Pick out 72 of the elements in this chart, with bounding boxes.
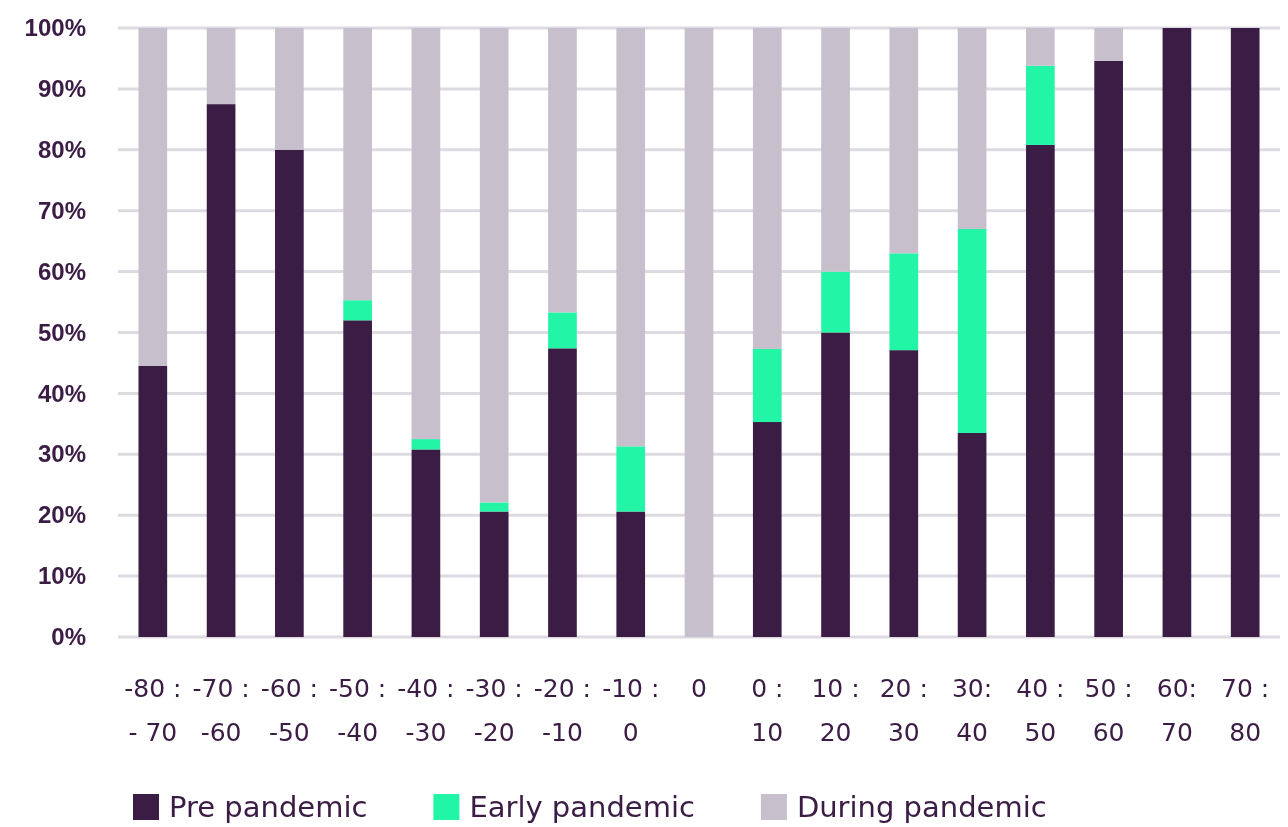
y-tick-label: 10%: [37, 562, 86, 590]
x-tick-label: -60 : -50: [260, 674, 318, 747]
x-tick-label: 10 : 20: [811, 674, 860, 747]
bar: [752, 348, 782, 423]
bar: [616, 28, 646, 447]
x-tick-label: -50 : -40: [329, 674, 387, 747]
bar: [1026, 28, 1055, 66]
y-tick-label: 90%: [37, 75, 86, 103]
x-tick-label: 50 : 60: [1084, 674, 1133, 747]
bar: [616, 511, 646, 637]
bar: [343, 320, 372, 637]
bar: [1094, 60, 1123, 637]
bar: [957, 228, 987, 433]
bar: [548, 312, 577, 349]
bar: [889, 28, 919, 254]
x-tick-label: -30 : -20: [465, 674, 523, 747]
bar: [1094, 28, 1123, 61]
bar: [275, 28, 304, 150]
bar: [889, 350, 919, 637]
bar: [684, 28, 714, 637]
y-tick-label: 50%: [37, 318, 86, 346]
legend-label: Pre pandemic: [169, 790, 368, 824]
bar: [821, 332, 850, 637]
x-tick-label: -80 : - 70: [124, 674, 182, 747]
bar: [548, 348, 577, 637]
y-tick-label: 0%: [51, 623, 86, 651]
bar: [1230, 28, 1260, 637]
bar: [206, 28, 236, 105]
x-tick-label: -40 : -30: [397, 674, 455, 747]
bar: [479, 28, 509, 503]
bar: [411, 439, 441, 450]
bar: [275, 149, 304, 637]
x-tick-label: -10 : 0: [602, 674, 660, 747]
bar: [1026, 144, 1055, 637]
y-tick-label: 100%: [24, 14, 86, 42]
bar: [616, 446, 646, 512]
x-tick-label: -20 : -10: [533, 674, 592, 747]
x-tick-label: 60: 70: [1156, 674, 1198, 747]
bar: [1026, 65, 1055, 145]
x-tick-label: 0: [691, 674, 707, 703]
bar: [957, 432, 987, 637]
x-tick-label: 40 : 50: [1016, 674, 1065, 747]
bar: [343, 28, 372, 301]
bar: [343, 300, 372, 321]
bar: [411, 28, 441, 440]
bar: [889, 253, 919, 351]
bar: [479, 502, 509, 512]
bar: [479, 511, 509, 637]
bar: [138, 366, 168, 637]
bar: [821, 28, 850, 272]
bar: [411, 449, 441, 637]
y-tick-label: 60%: [37, 257, 86, 285]
x-tick-label: 70 : 80: [1221, 674, 1270, 747]
x-tick-label: 0 : 10: [751, 674, 784, 747]
legend-label: During pandemic: [796, 790, 1047, 824]
x-tick-label: 20 : 30: [879, 674, 928, 747]
bar: [821, 271, 850, 333]
bar: [957, 28, 987, 229]
bar: [752, 422, 782, 637]
y-tick-label: 80%: [37, 135, 86, 163]
bar: [138, 28, 168, 366]
y-tick-label: 70%: [37, 196, 86, 224]
y-tick-label: 20%: [37, 501, 86, 529]
bar: [752, 28, 782, 349]
bar: [206, 104, 236, 637]
x-tick-label: -70 : -60: [192, 674, 250, 747]
x-tick-label: 30: 40: [951, 674, 993, 747]
y-tick-label: 40%: [37, 379, 86, 407]
y-tick-label: 30%: [37, 440, 86, 468]
bar: [548, 28, 577, 313]
legend-label: Early pandemic: [469, 790, 695, 824]
bar: [1162, 28, 1192, 637]
